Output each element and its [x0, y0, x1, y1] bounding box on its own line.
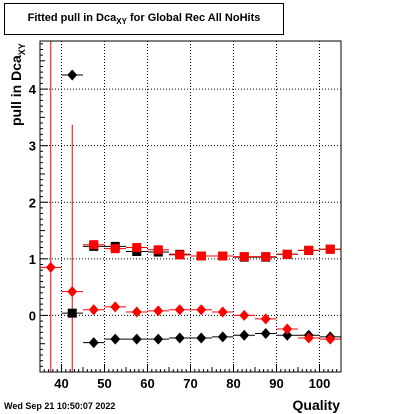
data-point-square [218, 251, 228, 261]
data-point-square [196, 251, 206, 261]
x-tick-label: 60 [140, 376, 154, 391]
data-point-diamond [88, 304, 99, 316]
data-point-diamond [217, 306, 228, 318]
data-point-square [175, 250, 185, 260]
data-point-square [325, 244, 335, 254]
ylabel-main: pull in Dca [8, 55, 24, 126]
x-tick-label: 100 [309, 376, 331, 391]
data-point-diamond [174, 332, 185, 344]
x-axis-label: Quality [292, 397, 340, 413]
data-point-diamond [282, 323, 293, 335]
data-point-square [239, 252, 249, 262]
x-tick-label: 50 [97, 376, 111, 391]
series-3 [83, 240, 341, 262]
data-point-diamond [67, 69, 78, 81]
data-point-diamond [45, 261, 56, 273]
svg-text:pull in DcaXY: pull in DcaXY [8, 43, 27, 126]
y-tick-label: 1 [29, 252, 36, 267]
data-point-diamond [153, 333, 164, 345]
data-point-square [67, 308, 77, 318]
data-point-square [261, 252, 271, 262]
title-subscript: XY [116, 17, 127, 27]
title-box: Fitted pull in DcaXY for Global Rec All … [4, 3, 284, 35]
data-point-diamond [131, 306, 142, 318]
y-tick-label: 4 [29, 82, 37, 97]
y-tick-label: 3 [29, 139, 36, 154]
title-main: Fitted pull in Dca [27, 12, 117, 24]
data-point-square [153, 245, 163, 255]
data-point-diamond [67, 286, 78, 298]
data-point-diamond [196, 332, 207, 344]
data-point-diamond [282, 329, 293, 341]
axis-ticks: 40 50 60 70 80 90 100 0 1 2 3 4 [29, 43, 342, 391]
data-point-square [89, 240, 99, 250]
data-point-diamond [239, 309, 250, 321]
data-point-diamond [239, 329, 250, 341]
data-point-square [110, 244, 120, 254]
y-tick-label: 0 [29, 308, 36, 323]
data-point-diamond [325, 333, 336, 345]
data-point-diamond [110, 333, 121, 345]
x-tick-label: 70 [183, 376, 197, 391]
data-point-diamond [303, 332, 314, 344]
series-1 [40, 41, 341, 372]
x-tick-label: 80 [226, 376, 240, 391]
x-tick-label: 90 [269, 376, 283, 391]
data-point-square [132, 243, 142, 253]
ylabel-subscript: XY [17, 43, 27, 55]
data-point-diamond [260, 313, 271, 325]
x-tick-label: 40 [54, 376, 68, 391]
data-point-square [282, 249, 292, 259]
chart-title: Fitted pull in DcaXY for Global Rec All … [5, 12, 283, 26]
data-point-diamond [174, 304, 185, 316]
timestamp: Wed Sep 21 10:50:07 2022 [4, 401, 116, 411]
title-tail: for Global Rec All NoHits [126, 12, 261, 24]
grid-lines [40, 41, 341, 372]
data-point-diamond [110, 301, 121, 313]
data-point-diamond [88, 337, 99, 349]
data-point-diamond [153, 305, 164, 317]
data-point-diamond [217, 331, 228, 343]
data-marks [40, 41, 341, 372]
data-point-diamond [260, 328, 271, 340]
y-axis-label: pull in DcaXY [8, 43, 27, 126]
y-tick-label: 2 [29, 195, 36, 210]
data-point-diamond [196, 304, 207, 316]
data-point-square [304, 245, 314, 255]
data-point-diamond [131, 333, 142, 345]
